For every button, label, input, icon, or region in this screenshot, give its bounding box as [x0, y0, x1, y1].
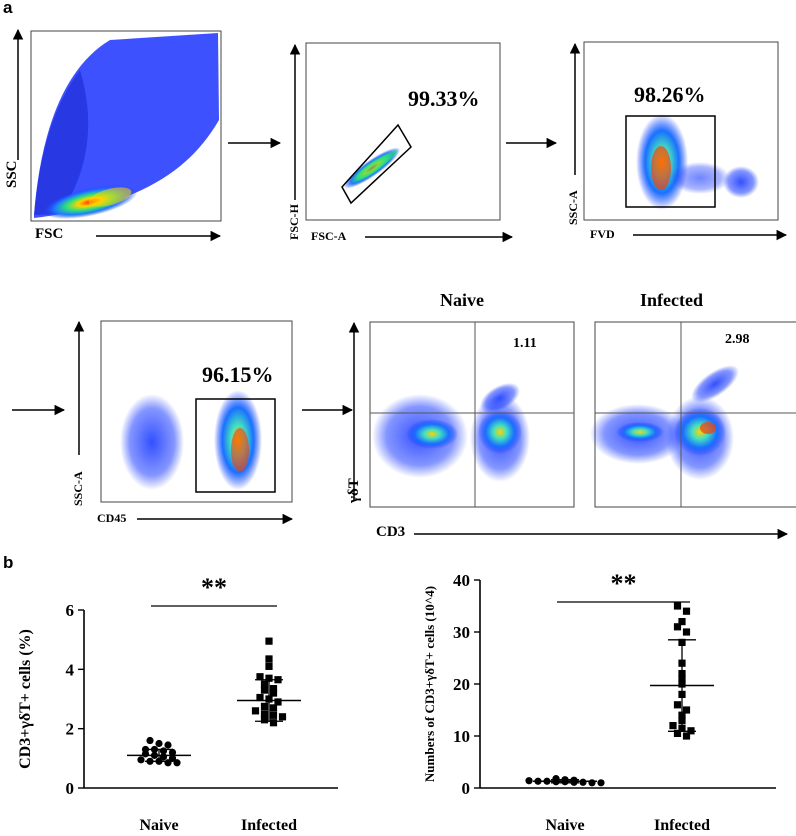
chart1-tick-label: 4 — [66, 660, 75, 679]
percent-scatter-chart: 0 2 4 6 CD3+γδT+ cells (%) Naive Infected ** — [17, 573, 338, 834]
chart2-point-infected — [682, 706, 691, 714]
chart2-point-infected — [682, 628, 691, 636]
plot5-title: Naive — [440, 290, 484, 310]
chart2-point-infected — [673, 602, 682, 610]
chart1-point-infected — [260, 680, 269, 688]
numbers-scatter-chart: 0 10 20 30 40 Numbers of CD3+γδT+ cells (10^4… — [422, 569, 776, 834]
chart1-tick-label: 0 — [66, 779, 75, 798]
chart1-point-infected — [269, 704, 278, 712]
plot3-gate-percent: 98.26% — [634, 82, 706, 107]
chart1-point-infected — [251, 707, 260, 715]
plot6-title: Infected — [640, 290, 703, 310]
plot4-gate — [195, 398, 276, 493]
plot2-gate-percent: 99.33% — [408, 86, 480, 111]
plot1-xlabel: FSC — [35, 226, 64, 242]
plot5-gdt-population — [480, 382, 520, 414]
chart1-point-infected — [260, 716, 269, 724]
plot2-xlabel: FSC-A — [311, 229, 347, 243]
chart1-point-infected — [278, 713, 287, 721]
chart1-point-naive — [168, 748, 177, 756]
chart2-category-label: Naive — [545, 817, 584, 834]
chart1-category-label: Naive — [139, 817, 178, 834]
chart2-point-infected — [682, 607, 691, 615]
chart1-tick-label: 6 — [66, 601, 75, 620]
chart1-point-infected — [260, 686, 269, 694]
chart1-point-infected — [269, 719, 278, 727]
plot3-gate — [625, 115, 716, 208]
plot5-cd3-population — [478, 410, 522, 454]
chart1-point-infected — [265, 655, 273, 663]
chart1-point-naive — [173, 759, 181, 767]
chart1-point-infected — [269, 689, 278, 697]
chart1-point-infected — [269, 685, 278, 693]
chart2-point-infected — [669, 722, 677, 730]
plot6-negative-population — [616, 422, 664, 442]
plot4-xlabel: CD45 — [97, 511, 127, 525]
chart2-category-label: Infected — [654, 817, 710, 834]
chart1-point-infected — [260, 702, 269, 711]
chart1-point-naive — [155, 739, 163, 748]
plot6-quadrant-percent: 2.98 — [725, 332, 750, 347]
gdt-axis-label: γδT — [346, 478, 362, 503]
chart2-tick-label: 10 — [453, 727, 470, 746]
chart1-point-naive — [141, 750, 150, 758]
chart1-point-infected — [265, 674, 273, 682]
plot4-gate-percent: 96.15% — [202, 362, 274, 387]
chart1-significance-label: ** — [201, 573, 227, 602]
chart2-tick-label: 20 — [453, 675, 470, 694]
chart2-point-naive — [525, 777, 533, 785]
chart2-significance-label: ** — [611, 569, 637, 598]
chart1-point-naive — [146, 736, 154, 745]
chart1-point-infected — [256, 673, 264, 681]
cd3-axis-label: CD3 — [376, 524, 406, 540]
chart1-point-naive — [137, 756, 145, 764]
chart1-point-infected — [260, 710, 269, 718]
plot3-xlabel: FVD — [590, 227, 615, 241]
chart2-point-infected — [678, 618, 686, 626]
plot2-ylabel: FSC-H — [287, 204, 301, 240]
chart2-point-infected — [673, 729, 682, 737]
plot6-cd3-population — [674, 408, 726, 456]
chart2-ylabel: Numbers of CD3+γδT+ cells (10^4) — [422, 586, 437, 782]
chart2-tick-label: 0 — [462, 779, 471, 798]
chart2-point-infected — [673, 701, 682, 709]
plot4-ylabel: SSC-A — [71, 471, 85, 506]
plot3-ylabel: SSC-A — [566, 190, 580, 225]
chart2-point-infected — [682, 732, 691, 740]
chart1-tick-label: 2 — [66, 720, 75, 739]
chart2-tick-label: 40 — [453, 571, 470, 590]
chart2-point-infected — [673, 623, 682, 631]
chart1-category-label: Infected — [241, 817, 297, 834]
panel-a-letter: a — [3, 0, 13, 17]
chart2-point-naive — [579, 778, 587, 786]
chart1-point-infected — [265, 637, 273, 645]
plot5-quadrant-percent: 1.11 — [513, 336, 537, 351]
plot6-gdt-population — [691, 365, 739, 403]
chart2-point-naive — [588, 779, 596, 787]
plot4-negative-population — [120, 394, 184, 490]
chart2-tick-label: 30 — [453, 623, 470, 642]
chart1-point-infected — [256, 693, 264, 702]
chart1-ylabel: CD3+γδT+ cells (%) — [17, 629, 34, 769]
chart1-point-infected — [269, 711, 278, 719]
chart2-point-naive — [597, 779, 605, 787]
plot2-gate — [341, 123, 412, 205]
chart1-point-infected — [265, 662, 273, 670]
chart1-point-naive — [164, 759, 172, 767]
chart1-point-infected — [274, 698, 282, 706]
plot5-negative-population — [406, 419, 458, 449]
panel-a-graphics — [12, 28, 796, 540]
panel-b-letter: b — [3, 553, 14, 572]
plot2-frame — [305, 42, 501, 221]
chart1-point-naive — [164, 741, 172, 749]
chart1-point-naive — [168, 754, 177, 762]
plot1-ylabel: SSC — [4, 160, 20, 188]
